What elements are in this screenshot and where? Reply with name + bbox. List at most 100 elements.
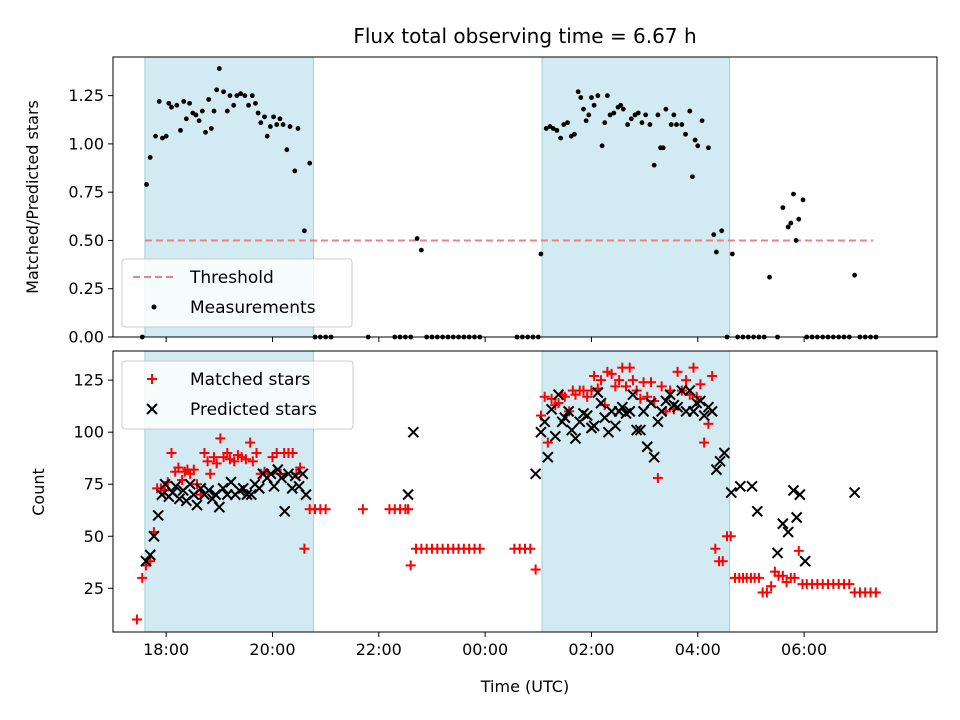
predicted-star-point [184, 478, 196, 490]
matched-star-point [725, 531, 736, 542]
shaded-region [541, 56, 731, 338]
predicted-star-point [687, 405, 700, 418]
measurement-point [554, 127, 560, 133]
measurement-point [690, 174, 695, 180]
predicted-star-point [771, 547, 784, 559]
measurement-point [199, 108, 205, 114]
measurement-point [227, 93, 233, 99]
predicted-star-point [710, 463, 723, 476]
measurement-point [602, 120, 608, 126]
y-tick-label: 1.25 [68, 86, 104, 105]
matched-star-point [166, 447, 177, 458]
measurement-point [800, 197, 806, 203]
measurement-point [674, 122, 679, 127]
predicted-star-point [195, 482, 207, 495]
predicted-star-point [652, 416, 664, 428]
measurement-point [284, 147, 290, 153]
predicted-star-point [213, 501, 226, 513]
measurement-point [174, 102, 180, 108]
matched-star-point [299, 543, 310, 554]
predicted-star-point [265, 468, 277, 480]
predicted-star-point [734, 480, 747, 493]
matched-star-point [766, 581, 777, 592]
measurement-point [231, 102, 237, 108]
measurement-point [706, 145, 711, 151]
measurement-point [791, 191, 796, 197]
matched-star-point [695, 379, 706, 390]
matched-star-point [710, 543, 721, 554]
measurement-point [589, 95, 594, 100]
predicted-star-point [630, 424, 643, 436]
predicted-star-point [787, 484, 800, 497]
predicted-star-point [609, 420, 622, 432]
predicted-star-point [706, 405, 718, 418]
bottom-panel-axes: 18:00 20:00 22:00 00:00 02:00 04:00 06:00 25 50 7… [73, 371, 827, 659]
matched-star-point [870, 587, 881, 598]
threshold-legend-label: Threshold [189, 268, 274, 288]
measurement-point [187, 100, 192, 106]
measurement-point [595, 93, 601, 99]
predicted-star-point [272, 463, 284, 476]
matched-star-point [789, 572, 800, 583]
predicted-star-point [241, 488, 253, 501]
measurement-point [671, 112, 677, 118]
matched-star-point [606, 368, 617, 379]
predicted-star-point [641, 441, 653, 453]
matched-star-point [403, 504, 414, 515]
predicted-star-point [562, 405, 575, 418]
measurement-point [793, 238, 799, 243]
x-tick-label: 00:00 [462, 640, 508, 659]
predicted-stars-legend-swatch [146, 403, 158, 415]
predicted-star-point [282, 468, 295, 480]
measurement-point [852, 272, 857, 278]
predicted-star-point [140, 555, 152, 567]
measurement-point [301, 228, 307, 234]
bottom-legend-box [121, 360, 354, 430]
predicted-star-point [535, 426, 547, 438]
matched-star-point [645, 377, 656, 388]
measurement-point [274, 122, 280, 127]
predicted-star-point [581, 409, 593, 422]
x-tick-label: 06:00 [781, 640, 827, 659]
matched-star-point [627, 375, 638, 386]
matched-star-point [610, 381, 621, 392]
matched-star-point [245, 437, 256, 448]
matched-star-point [215, 433, 226, 444]
predicted-star-point [538, 416, 551, 428]
predicted-star-point [794, 488, 806, 501]
measurement-point [144, 182, 149, 187]
matched-star-point [205, 468, 216, 479]
measurements-legend-swatch [151, 304, 157, 310]
predicted-star-point [660, 395, 672, 407]
y-tick-label: 25 [84, 579, 104, 598]
bottom-y-axis-label: Count [29, 468, 48, 516]
matched-star-point [131, 614, 142, 625]
predicted-star-point [300, 488, 312, 501]
measurement-point [651, 162, 657, 168]
matched-star-point [209, 452, 220, 463]
measurement-point [234, 93, 240, 99]
matched-star-point [137, 572, 148, 583]
measurement-point [153, 133, 158, 139]
matched-star-point [247, 456, 258, 467]
matched-star-point [542, 437, 553, 448]
predicted-star-point [407, 426, 420, 438]
measurement-point [628, 116, 634, 122]
measurement-point [163, 133, 169, 139]
measurement-point [699, 118, 705, 124]
y-tick-label: 0.25 [68, 279, 104, 298]
matched-star-point [229, 456, 240, 467]
measurement-point [277, 116, 283, 122]
matched-stars-legend-swatch [147, 374, 157, 384]
predicted-star-point [286, 482, 298, 495]
matched-star-point [717, 556, 728, 567]
matched-star-point [173, 462, 184, 473]
measurement-point [713, 249, 719, 255]
predicted-star-point [545, 403, 558, 415]
predicted-star-point [279, 505, 291, 517]
predicted-star-point [777, 518, 789, 530]
measurement-point [620, 106, 626, 112]
predicted-star-point [152, 509, 164, 522]
measurement-point [618, 102, 624, 108]
predicted-star-point [297, 468, 309, 480]
